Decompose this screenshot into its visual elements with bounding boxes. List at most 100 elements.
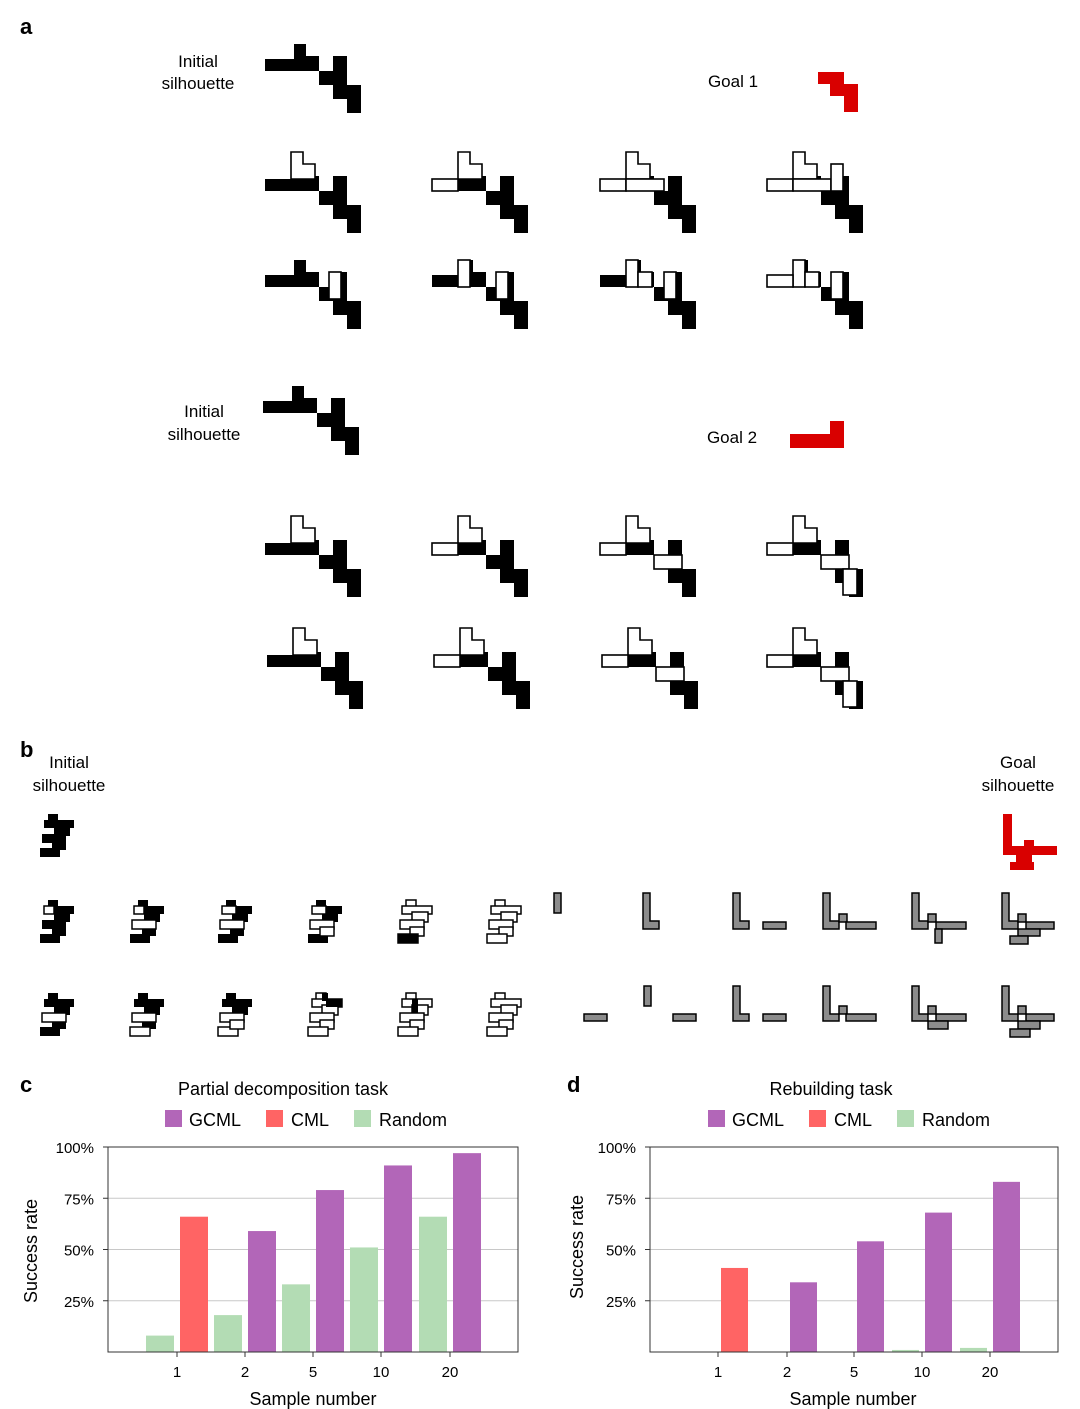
decomp-2-3 <box>600 259 696 329</box>
silhouette-initial-1 <box>265 44 361 113</box>
chart-d-ytick-label: 25% <box>606 1294 636 1311</box>
b-build-2-4 <box>822 985 877 1022</box>
bar-c-gcml-5 <box>316 1190 344 1352</box>
chart-d-ytick-label: 75% <box>606 1191 636 1208</box>
chart-c-ytick-label: 50% <box>64 1243 94 1260</box>
chart-d-legend: GCML CML Random <box>708 1110 990 1130</box>
chart-c-xtick-label: 20 <box>442 1364 459 1381</box>
bar-c-random-2 <box>214 1315 242 1352</box>
decomp-row-3 <box>265 515 863 597</box>
chart-c-title: Partial decomposition task <box>178 1079 389 1099</box>
legend-d-label-cml: CML <box>834 1110 872 1130</box>
b-decomp-1-1 <box>40 900 74 943</box>
bar-d-random-20 <box>960 1347 987 1352</box>
b-build-2-5 <box>911 985 967 1030</box>
b-decomp-2-1 <box>40 993 74 1036</box>
b-build-row-1 <box>553 892 1055 945</box>
panel-a: a Initial silhouette Goal 1 <box>20 14 863 709</box>
goal-silhouette-b <box>1003 814 1057 870</box>
bar-d-gcml-10 <box>925 1212 952 1352</box>
chart-c-plot: 25% 50% 75% 100% 1 2 5 10 20 <box>56 1140 519 1381</box>
panel-b-goal-label-line2: silhouette <box>982 776 1055 795</box>
chart-d-ytick-label: 100% <box>598 1140 636 1157</box>
b-decomp-1-4 <box>308 900 342 943</box>
legend-c-label-gcml: GCML <box>189 1110 241 1130</box>
legend-d-swatch-gcml <box>708 1110 725 1127</box>
chart-c-xtick-label: 5 <box>309 1364 317 1381</box>
b-decomp-row-2 <box>40 992 522 1037</box>
decomp-3-2 <box>431 515 528 597</box>
decomp-4-4 <box>766 627 863 709</box>
panel-a-initial-label-line1: Initial <box>178 52 218 71</box>
bar-d-random-10 <box>892 1349 919 1352</box>
b-decomp-1-6 <box>486 899 522 944</box>
decomp-4-2 <box>433 627 530 709</box>
bar-c-cml-1 <box>180 1216 208 1352</box>
chart-d-xtick-label: 1 <box>714 1364 722 1381</box>
decomp-1-1 <box>265 151 361 233</box>
b-decomp-2-3 <box>217 993 252 1037</box>
decomp-row-4 <box>267 627 863 709</box>
legend-d-swatch-cml <box>809 1110 826 1127</box>
chart-d-frame <box>649 1146 1059 1353</box>
decomp-3-4 <box>766 515 863 597</box>
chart-c-legend: GCML CML Random <box>165 1110 447 1130</box>
panel-b-initial-label-line2: silhouette <box>33 776 106 795</box>
b-build-1-4 <box>822 892 877 930</box>
b-build-1-2 <box>642 892 660 930</box>
goal1-shape <box>818 72 858 112</box>
b-build-1-3 <box>732 892 787 930</box>
legend-c-swatch-random <box>354 1110 371 1127</box>
chart-d-ytick-label: 50% <box>606 1243 636 1260</box>
chart-c-xtick-label: 2 <box>241 1364 249 1381</box>
bar-d-gcml-20 <box>993 1181 1020 1352</box>
bar-c-gcml-20 <box>453 1153 481 1352</box>
b-decomp-row-1 <box>40 899 522 944</box>
panel-a-initial-label-line2: silhouette <box>162 74 235 93</box>
chart-c-frame <box>107 1146 519 1353</box>
decomp-1-3 <box>599 151 696 233</box>
goal2-label: Goal 2 <box>707 428 757 447</box>
panel-b-goal-label-line1: Goal <box>1000 753 1036 772</box>
b-decomp-2-2 <box>129 993 164 1037</box>
panel-a-letter: a <box>20 14 33 39</box>
chart-d-xtick-label: 5 <box>850 1364 858 1381</box>
b-build-row-2 <box>583 985 1055 1038</box>
panel-a-initial-label-2-line2: silhouette <box>168 425 241 444</box>
b-build-1-1 <box>553 892 562 914</box>
chart-d-xtick-label: 10 <box>914 1364 931 1381</box>
decomp-2-4 <box>766 259 863 329</box>
b-decomp-2-5 <box>397 992 433 1037</box>
b-decomp-1-3 <box>218 900 252 943</box>
decomp-1-2 <box>431 151 528 233</box>
chart-d-title: Rebuilding task <box>769 1079 893 1099</box>
panel-a-initial-label-2-line1: Initial <box>184 402 224 421</box>
chart-c-ytick-label: 100% <box>56 1140 94 1157</box>
panel-c: c Partial decomposition task GCML CML Ra… <box>20 1072 519 1409</box>
panel-b-initial-label-line1: Initial <box>49 753 89 772</box>
chart-c-ytick-label: 75% <box>64 1191 94 1208</box>
legend-c-label-random: Random <box>379 1110 447 1130</box>
legend-d-swatch-random <box>897 1110 914 1127</box>
chart-c-xlabel: Sample number <box>249 1389 376 1409</box>
bar-c-gcml-10 <box>384 1165 412 1352</box>
chart-d-xtick-label: 20 <box>982 1364 999 1381</box>
bar-c-random-1 <box>146 1335 174 1352</box>
b-decomp-1-2 <box>130 900 164 943</box>
legend-d-label-random: Random <box>922 1110 990 1130</box>
bar-c-random-5 <box>282 1284 310 1352</box>
chart-d-ylabel: Success rate <box>567 1195 587 1299</box>
chart-c-ytick-label: 25% <box>64 1294 94 1311</box>
decomp-row-1 <box>265 151 863 233</box>
b-build-2-3 <box>732 985 787 1022</box>
chart-d-xlabel: Sample number <box>789 1389 916 1409</box>
decomp-3-1 <box>265 515 361 597</box>
legend-c-swatch-gcml <box>165 1110 182 1127</box>
legend-c-swatch-cml <box>266 1110 283 1127</box>
decomp-1-4 <box>766 151 863 233</box>
chart-c-xtick-label: 10 <box>373 1364 390 1381</box>
bar-c-random-10 <box>350 1247 378 1352</box>
b-build-2-2 <box>643 985 697 1022</box>
b-build-1-6 <box>1001 892 1055 945</box>
